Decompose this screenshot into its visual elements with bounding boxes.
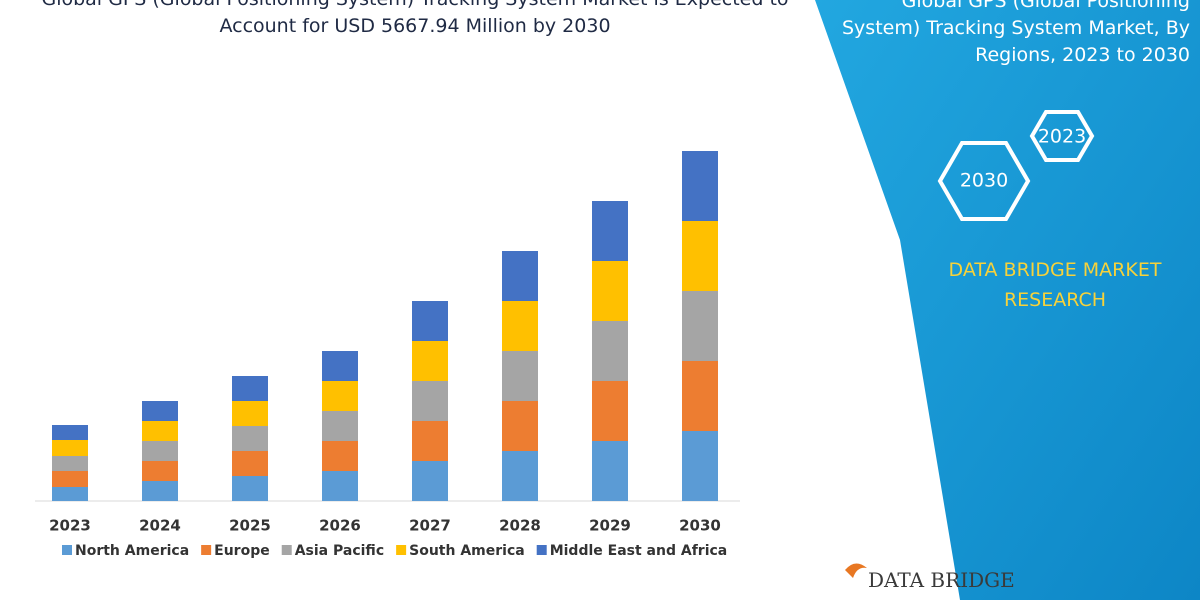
bar-segment — [52, 456, 88, 471]
x-tick-label: 2025 — [229, 517, 271, 535]
legend-label: South America — [409, 543, 525, 559]
x-tick-label: 2027 — [409, 517, 451, 535]
side-title: Global GPS (Global Positioning System) T… — [841, 0, 1190, 66]
hexagon — [937, 141, 1031, 221]
legend-swatch — [536, 545, 547, 555]
x-tick-label: 2024 — [139, 517, 181, 535]
bar-segment — [592, 201, 628, 261]
bar-segment — [142, 401, 178, 421]
bar-segment — [52, 471, 88, 487]
brand: DATA BRIDGE MARKET RESEARCH — [948, 259, 1162, 311]
bar-segment — [502, 451, 538, 501]
bar-segment — [592, 261, 628, 321]
legend-swatch — [396, 545, 407, 555]
bar-segment — [502, 251, 538, 301]
x-tick-label: 2029 — [589, 517, 631, 535]
hex-label: 2023 — [1038, 126, 1086, 148]
x-tick-label: 2030 — [679, 517, 721, 535]
bar-segment — [232, 476, 268, 501]
logo-text: DATA BRIDGE — [868, 568, 1015, 592]
bar-segment — [142, 461, 178, 481]
hexagon — [1029, 110, 1095, 162]
bar-segment — [52, 440, 88, 456]
bar-segment — [592, 381, 628, 441]
bar-segment — [232, 426, 268, 451]
bar-segment — [682, 291, 718, 361]
x-tick-label: 2028 — [499, 517, 541, 535]
x-tick-label: 2023 — [49, 517, 91, 535]
bar-segment — [322, 471, 358, 501]
bar-segment — [322, 411, 358, 441]
legend-label: Middle East and Africa — [550, 543, 728, 559]
legend-label: Asia Pacific — [295, 543, 384, 559]
bar-segment — [502, 301, 538, 351]
bar-segment — [412, 461, 448, 501]
bar-segment — [142, 421, 178, 441]
hex-label: 2030 — [960, 170, 1008, 192]
bar-segment — [322, 381, 358, 411]
logo-mark — [845, 563, 867, 578]
bar-segment — [52, 487, 88, 501]
bar-segment — [412, 301, 448, 341]
legend-label: North America — [75, 543, 189, 559]
bar-segment — [322, 351, 358, 381]
bar-segment — [412, 381, 448, 421]
bar-segment — [682, 431, 718, 501]
bar-segment — [322, 441, 358, 471]
bar-segment — [52, 425, 88, 440]
bar-segment — [682, 151, 718, 221]
legend-swatch — [62, 545, 72, 555]
bar-segment — [142, 481, 178, 501]
bar-segment — [412, 421, 448, 461]
bar-segment — [412, 341, 448, 381]
bar-segment — [232, 401, 268, 426]
legend-swatch — [281, 545, 292, 555]
bar-segment — [232, 376, 268, 401]
bar-segment — [142, 441, 178, 461]
bar-segment — [682, 361, 718, 431]
bar-segment — [592, 441, 628, 501]
bar-segment — [502, 351, 538, 401]
side-panel — [815, 0, 1200, 600]
bar-segment — [232, 451, 268, 476]
x-tick-label: 2026 — [319, 517, 361, 535]
legend-swatch — [201, 545, 212, 555]
bar-segment — [592, 321, 628, 381]
bar-segment — [502, 401, 538, 451]
chart-title: Global GPS (Global Positioning System) T… — [41, 0, 788, 37]
bar-segment — [682, 221, 718, 291]
legend-label: Europe — [214, 543, 270, 559]
